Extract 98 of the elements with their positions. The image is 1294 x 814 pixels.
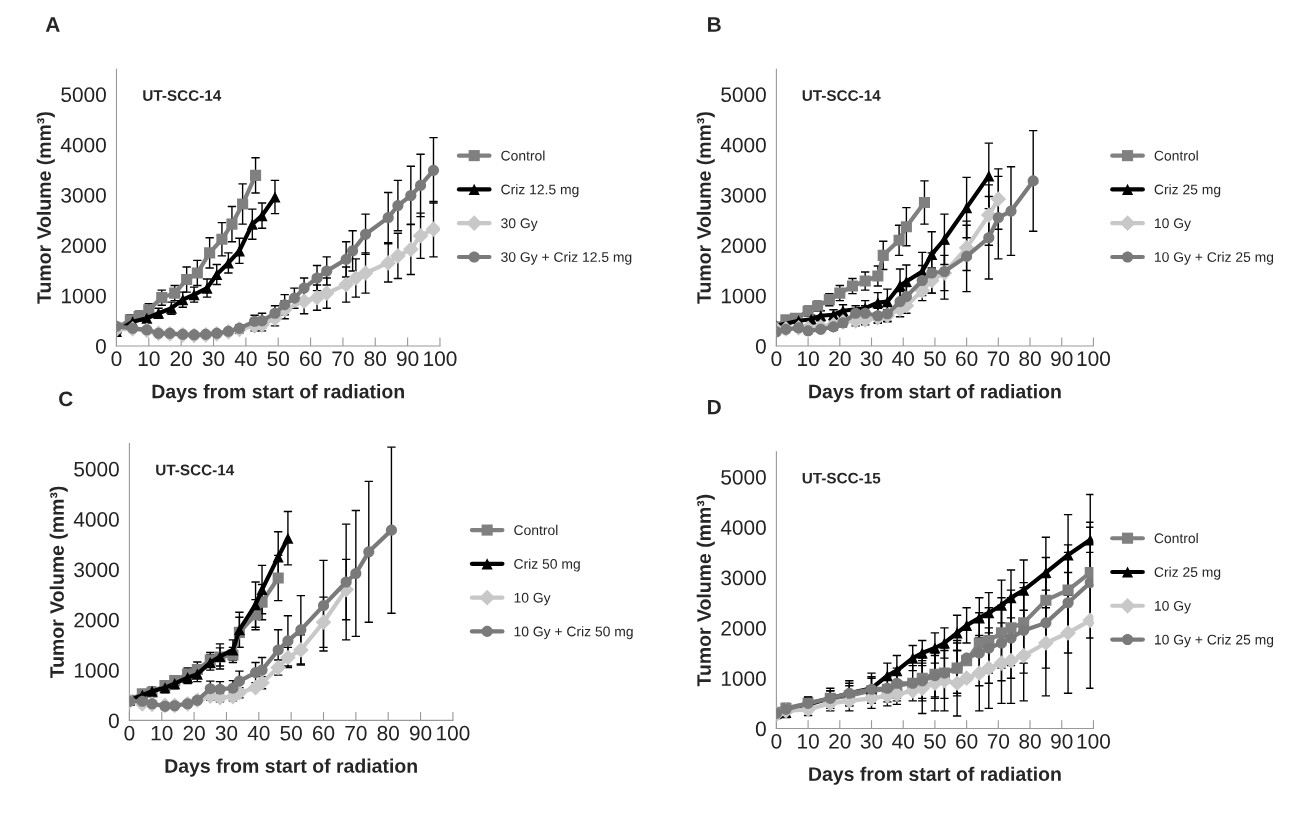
legend-label: Control [514, 524, 558, 536]
y-tick-label: 0 [755, 338, 766, 354]
x-tick-label: 20 [170, 351, 192, 367]
y-tick-label: 2000 [74, 612, 119, 628]
x-tick-label: 30 [860, 351, 883, 367]
y-tick-label: 5000 [721, 87, 766, 103]
x-tick-label: 0 [124, 725, 135, 741]
x-tick-label: 90 [1051, 733, 1073, 749]
x-tick-label: 30 [215, 725, 238, 741]
x-tick-label: 60 [956, 351, 978, 367]
y-tick-label: 1000 [74, 663, 119, 678]
x-tick-label: 80 [377, 725, 399, 741]
x-tick-label: 50 [267, 351, 289, 367]
legend-label: 30 Gy [501, 218, 538, 231]
x-tick-label: 0 [771, 733, 782, 749]
x-tick-label: 20 [183, 725, 205, 741]
x-tick-label: 90 [397, 351, 419, 367]
x-tick-label: 60 [956, 733, 978, 749]
y-tick-label: 2000 [61, 238, 106, 254]
y-tick-label: 2000 [721, 620, 766, 636]
y-tick-label: 1000 [721, 288, 766, 304]
annotation: UT-SCC-14 [802, 90, 881, 101]
legend-label: Criz 12.5 mg [501, 184, 579, 198]
legend-label: 10 Gy + Criz 25 mg [1155, 634, 1274, 648]
x-tick-label: 70 [332, 351, 354, 367]
y-tick-label: 5000 [74, 461, 119, 477]
x-tick-label: 80 [364, 351, 387, 367]
x-tick-label: 30 [860, 733, 883, 749]
x-tick-label: 0 [771, 351, 782, 367]
y-tick-label: 0 [95, 338, 106, 354]
x-tick-label: 40 [892, 733, 914, 749]
legend-label: Criz 25 mg [1154, 566, 1221, 580]
legend-label: 10 Gy [1155, 218, 1191, 231]
y-tick-label: 4000 [720, 520, 766, 535]
y-axis-title: Tumor Volume (mm³) [696, 112, 715, 304]
x-axis-title: Days from start of radiation [165, 758, 417, 777]
annotation: UT-SCC-14 [156, 464, 235, 476]
x-axis-title: Days from start of radiation [809, 766, 1061, 785]
x-tick-label: 70 [987, 733, 1010, 749]
legend-label: Criz 25 mg [1154, 184, 1221, 198]
x-tick-label: 100 [424, 351, 457, 367]
y-tick-label: 4000 [720, 137, 766, 153]
x-tick-label: 20 [829, 733, 851, 749]
x-axis-title: Days from start of radiation [152, 384, 404, 403]
annotation: UT-SCC-15 [802, 472, 881, 484]
x-tick-label: 40 [234, 351, 257, 367]
chart-title: B [708, 17, 721, 32]
x-tick-label: 10 [151, 725, 173, 741]
x-tick-label: 80 [1019, 733, 1041, 749]
y-tick-label: 5000 [61, 87, 106, 103]
x-tick-label: 50 [924, 733, 946, 749]
x-tick-label: 50 [280, 725, 302, 741]
legend-label: 10 Gy + Criz 25 mg [1155, 251, 1274, 265]
legend-label: Control [1154, 533, 1198, 544]
x-tick-label: 90 [409, 725, 432, 741]
y-tick-label: 3000 [721, 187, 766, 203]
legend-label: 30 Gy + Criz 12.5 mg [501, 251, 632, 265]
x-tick-label: 10 [798, 351, 819, 367]
y-tick-label: 4000 [73, 512, 119, 527]
legend-label: 10 Gy [1155, 600, 1191, 614]
y-tick-label: 1000 [721, 671, 766, 686]
x-tick-label: 90 [1051, 351, 1073, 367]
y-axis-title: Tumor Volume (mm³) [696, 494, 715, 687]
y-tick-label: 0 [108, 713, 119, 729]
legend-label: Control [501, 150, 545, 161]
legend-label: 10 Gy [514, 592, 551, 606]
legend-label: Control [1154, 150, 1198, 161]
y-axis-title: Tumor Volume (mm³) [49, 486, 68, 679]
x-tick-label: 60 [312, 725, 335, 741]
y-tick-label: 1000 [61, 288, 106, 304]
x-tick-label: 70 [987, 351, 1010, 367]
y-tick-label: 3000 [74, 562, 119, 578]
x-tick-label: 100 [437, 725, 470, 741]
y-tick-label: 5000 [721, 469, 766, 485]
x-tick-label: 70 [345, 725, 367, 741]
x-tick-label: 10 [798, 733, 819, 749]
x-axis-title: Days from start of radiation [809, 384, 1061, 403]
annotation: UT-SCC-14 [143, 90, 222, 101]
x-tick-label: 60 [300, 351, 322, 367]
chart-title: A [45, 17, 60, 32]
legend-label: 10 Gy + Criz 50 mg [514, 626, 633, 640]
x-tick-label: 40 [247, 725, 270, 741]
y-tick-label: 4000 [60, 137, 106, 153]
x-tick-label: 100 [1077, 351, 1110, 367]
x-tick-label: 40 [892, 351, 914, 367]
x-tick-label: 100 [1077, 733, 1110, 749]
x-tick-label: 50 [924, 351, 946, 367]
y-tick-label: 2000 [721, 238, 766, 254]
y-tick-label: 3000 [721, 570, 766, 586]
x-tick-label: 80 [1019, 351, 1041, 367]
x-tick-label: 30 [202, 351, 225, 367]
x-tick-label: 10 [138, 351, 160, 367]
y-tick-label: 3000 [61, 187, 106, 203]
chart-title: C [59, 391, 73, 407]
legend-label: Criz 50 mg [514, 558, 580, 572]
x-tick-label: 20 [829, 351, 851, 367]
chart-title: D [708, 399, 721, 415]
y-axis-title: Tumor Volume (mm³) [36, 112, 55, 304]
